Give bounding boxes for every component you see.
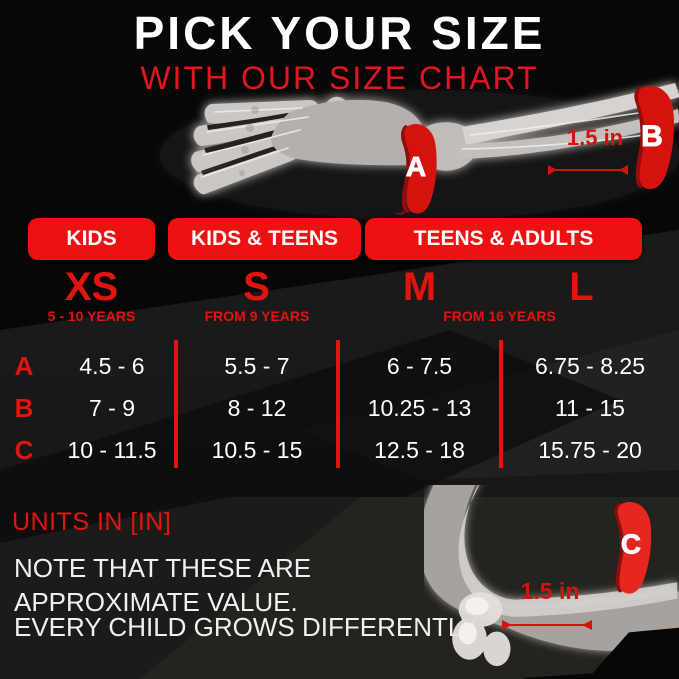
svg-text:A: A xyxy=(406,151,426,182)
svg-text:C: C xyxy=(621,529,641,560)
svg-text:B: B xyxy=(641,120,663,153)
